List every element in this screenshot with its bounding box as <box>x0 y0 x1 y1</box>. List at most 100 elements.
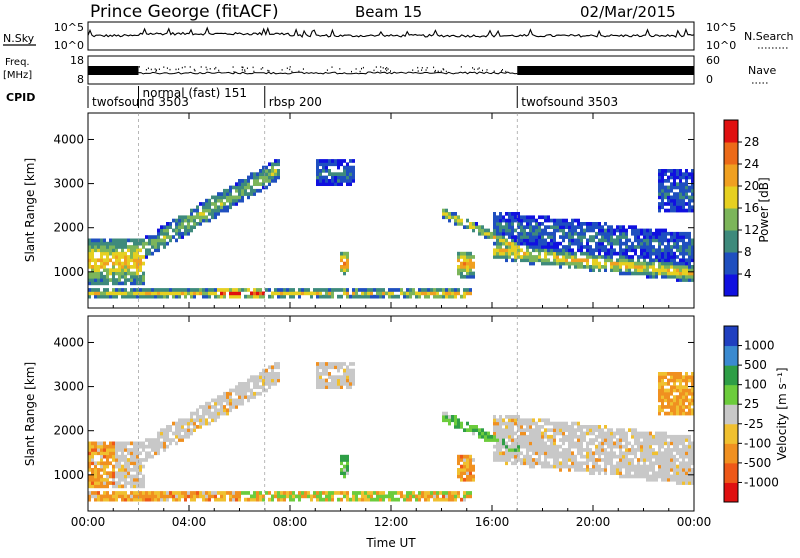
power-cell <box>676 202 679 206</box>
power-cell <box>685 231 688 236</box>
velocity-cell <box>499 425 502 429</box>
velocity-cell <box>658 405 661 409</box>
velocity-cell <box>229 405 232 409</box>
velocity-cell <box>208 491 211 495</box>
power-cell <box>115 278 118 282</box>
colorbar-swatch <box>724 208 738 231</box>
velocity-cell <box>208 411 211 416</box>
power-cell <box>649 261 652 266</box>
velocity-cell <box>676 481 679 485</box>
power-cell <box>655 271 658 276</box>
velocity-cell <box>532 458 535 462</box>
power-cell <box>178 215 181 220</box>
velocity-cell <box>238 395 241 399</box>
power-cell <box>142 274 145 279</box>
power-cell <box>325 175 328 180</box>
power-cell <box>349 179 352 183</box>
velocity-cell <box>406 491 409 495</box>
velocity-cell <box>319 494 322 499</box>
velocity-cell <box>274 362 277 366</box>
velocity-cell <box>199 405 202 409</box>
power-cell <box>667 251 670 256</box>
velocity-cell <box>142 474 145 479</box>
power-cell <box>283 288 286 292</box>
power-cell <box>688 241 691 246</box>
velocity-cell <box>328 375 331 380</box>
velocity-cell <box>649 441 652 446</box>
velocity-cell <box>250 375 253 380</box>
power-cell <box>532 255 535 259</box>
velocity-cell <box>223 391 226 396</box>
velocity-cell <box>619 464 622 469</box>
velocity-cell <box>574 421 577 426</box>
power-cell <box>460 261 463 266</box>
power-cell <box>535 248 538 253</box>
velocity-cell <box>691 398 694 403</box>
power-cell <box>187 225 190 230</box>
power-cell <box>517 231 520 236</box>
velocity-cell <box>166 491 169 495</box>
power-cell <box>472 225 475 230</box>
power-cell <box>682 202 685 206</box>
power-cell <box>199 291 202 296</box>
power-cell <box>175 238 178 243</box>
velocity-cell <box>682 441 685 446</box>
velocity-cell <box>262 368 265 373</box>
velocity-cell <box>664 411 667 416</box>
cpid-label: CPID <box>6 91 35 104</box>
velocity-cell <box>673 458 676 462</box>
power-cell <box>658 238 661 243</box>
power-cell <box>688 268 691 273</box>
power-cell <box>391 288 394 292</box>
power-cell <box>616 268 619 273</box>
velocity-cell <box>673 448 676 452</box>
power-cell <box>559 235 562 239</box>
velocity-cell <box>244 385 247 390</box>
power-cell <box>670 235 673 239</box>
power-cell <box>244 179 247 183</box>
power-cell <box>277 162 280 167</box>
velocity-cell <box>214 494 217 499</box>
velocity-cell <box>148 438 151 442</box>
power-cell <box>139 278 142 282</box>
velocity-cell <box>616 444 619 449</box>
power-cell <box>676 185 679 190</box>
power-cell <box>163 294 166 299</box>
power-cell <box>166 241 169 246</box>
power-cell <box>133 278 136 282</box>
velocity-cell <box>202 418 205 423</box>
power-cell <box>442 291 445 296</box>
power-cell <box>121 281 124 286</box>
velocity-cell <box>637 474 640 479</box>
power-cell <box>529 215 532 220</box>
power-cell <box>145 255 148 259</box>
velocity-cell <box>106 484 109 489</box>
power-cell <box>634 228 637 233</box>
power-cell <box>556 218 559 223</box>
power-cell <box>673 198 676 203</box>
velocity-cell <box>133 448 136 452</box>
power-cell <box>640 248 643 253</box>
power-cell <box>685 241 688 246</box>
power-cell <box>499 212 502 216</box>
power-cell <box>550 225 553 230</box>
power-cell <box>103 288 106 292</box>
power-cell <box>637 261 640 266</box>
power-cell <box>682 235 685 239</box>
power-cell <box>97 294 100 299</box>
velocity-cell <box>568 441 571 446</box>
power-cell <box>106 245 109 249</box>
power-cell <box>571 251 574 256</box>
power-cell <box>661 205 664 210</box>
velocity-cell <box>286 491 289 495</box>
power-cell <box>109 278 112 282</box>
nave-dot <box>486 69 488 71</box>
power-cell <box>163 245 166 249</box>
velocity-cell <box>133 491 136 495</box>
velocity-cell <box>196 411 199 416</box>
power-cell <box>541 245 544 249</box>
power-cell <box>148 248 151 253</box>
velocity-cell <box>667 401 670 406</box>
power-cell <box>505 258 508 263</box>
power-cell <box>670 265 673 269</box>
